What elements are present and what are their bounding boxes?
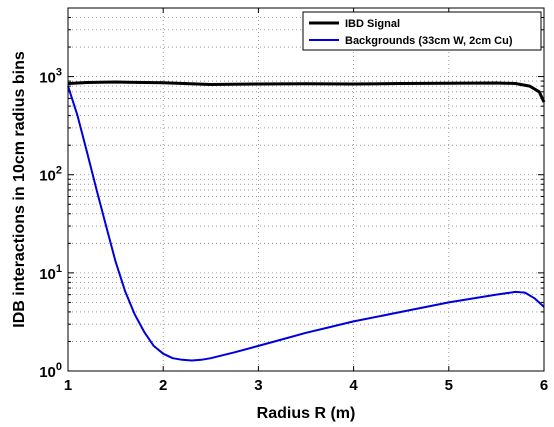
x-axis-label: Radius R (m)	[257, 405, 356, 422]
y-axis-label: IDB interactions in 10cm radius bins	[11, 51, 28, 328]
y-tick-label: 103	[39, 67, 62, 87]
plot-frame	[67, 7, 545, 372]
series-lines	[67, 80, 546, 362]
axis-ticks	[67, 7, 545, 372]
x-tick-label: 3	[254, 377, 262, 394]
y-tick-labels: 100 101 102 103	[39, 67, 62, 381]
legend: IBD Signal Backgrounds (33cm W, 2cm Cu)	[302, 11, 542, 51]
legend-label-backgrounds: Backgrounds (33cm W, 2cm Cu)	[345, 35, 513, 47]
x-tick-label: 2	[159, 377, 167, 394]
series-line-ibd-signal	[67, 80, 546, 103]
grid	[67, 7, 545, 372]
legend-label-ibd-signal: IBD Signal	[345, 18, 400, 30]
x-tick-label: 5	[445, 377, 453, 394]
legend-box	[302, 11, 542, 51]
x-tick-labels: 1 2 3 4 5 6	[64, 377, 548, 394]
x-tick-label: 1	[64, 377, 72, 394]
y-tick-label: 100	[39, 361, 62, 381]
y-tick-label: 101	[39, 263, 62, 283]
x-tick-label: 6	[540, 377, 548, 394]
y-tick-label: 102	[39, 165, 62, 185]
x-tick-label: 4	[349, 377, 358, 394]
series-line-backgrounds	[67, 85, 545, 362]
